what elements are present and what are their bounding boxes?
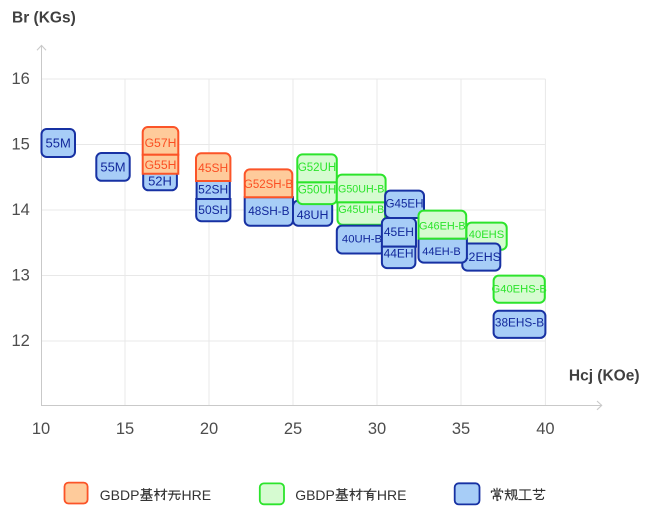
svg-text:G55H: G55H xyxy=(145,158,177,172)
svg-text:55M: 55M xyxy=(100,160,125,175)
svg-text:HRE: HRE xyxy=(377,487,407,503)
svg-text:Hcj (KOe): Hcj (KOe) xyxy=(569,368,640,385)
svg-text:30: 30 xyxy=(368,420,386,438)
svg-text:35: 35 xyxy=(452,420,470,438)
svg-text:55M: 55M xyxy=(46,136,71,151)
svg-text:G46EH-B: G46EH-B xyxy=(419,221,466,233)
svg-text:G45UH-B: G45UH-B xyxy=(338,204,384,216)
svg-text:GBDP: GBDP xyxy=(295,487,335,503)
svg-text:15: 15 xyxy=(11,136,29,154)
svg-text:48UH: 48UH xyxy=(297,208,329,222)
svg-text:G40EHS-B: G40EHS-B xyxy=(492,283,547,295)
svg-text:GBDP: GBDP xyxy=(100,487,140,503)
svg-text:12: 12 xyxy=(11,332,29,350)
svg-text:16: 16 xyxy=(11,70,29,88)
svg-text:10: 10 xyxy=(32,420,50,438)
svg-text:40EHS: 40EHS xyxy=(469,229,504,241)
svg-text:13: 13 xyxy=(11,267,29,285)
svg-text:40: 40 xyxy=(536,420,554,438)
svg-text:20: 20 xyxy=(200,420,218,438)
svg-text:40UH-B: 40UH-B xyxy=(342,234,382,246)
svg-text:52H: 52H xyxy=(148,173,172,188)
svg-text:42EHS: 42EHS xyxy=(462,250,501,264)
svg-text:50SH: 50SH xyxy=(198,203,228,217)
svg-text:45SH: 45SH xyxy=(198,161,228,175)
svg-text:25: 25 xyxy=(284,420,302,438)
svg-text:G52SH-B: G52SH-B xyxy=(244,179,294,191)
svg-text:G50UH: G50UH xyxy=(298,184,336,196)
svg-text:38EHS-B: 38EHS-B xyxy=(495,316,544,330)
svg-text:G50UH-B: G50UH-B xyxy=(338,184,384,196)
svg-text:G45EH: G45EH xyxy=(385,197,423,210)
svg-text:14: 14 xyxy=(11,201,29,219)
svg-text:44EH: 44EH xyxy=(384,247,414,261)
svg-text:44EH-B: 44EH-B xyxy=(422,246,461,258)
svg-text:15: 15 xyxy=(116,420,134,438)
svg-text:48SH-B: 48SH-B xyxy=(248,204,289,218)
svg-text:HRE: HRE xyxy=(181,487,211,503)
svg-text:Br (KGs): Br (KGs) xyxy=(12,9,76,26)
svg-text:G57H: G57H xyxy=(145,136,177,150)
svg-text:45EH: 45EH xyxy=(384,225,414,239)
svg-text:52SH: 52SH xyxy=(198,183,228,197)
svg-text:G52UH: G52UH xyxy=(298,162,336,174)
